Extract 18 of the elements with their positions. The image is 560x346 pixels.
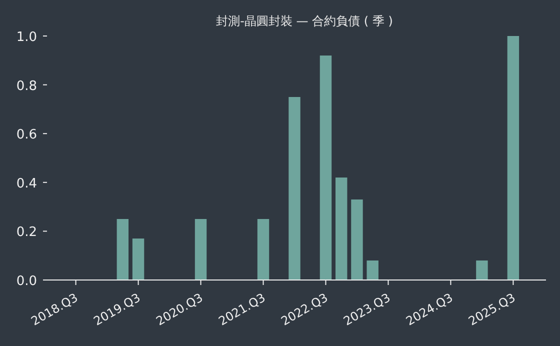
y-tick-label: 0.0 xyxy=(16,274,37,289)
bar xyxy=(476,260,488,280)
bar xyxy=(336,178,348,280)
bar xyxy=(351,199,363,280)
y-tick-label: 0.4 xyxy=(16,176,37,192)
y-tick-label: 0.2 xyxy=(16,225,37,240)
y-tick-label: 0.8 xyxy=(16,78,37,94)
chart-title: 封測-晶圓封裝 — 合約負債 ( 季 ) xyxy=(216,14,393,28)
bar xyxy=(366,260,378,280)
bar xyxy=(194,219,207,280)
y-tick-label: 0.6 xyxy=(16,128,37,143)
bar xyxy=(132,238,144,280)
bar xyxy=(320,56,332,280)
y-tick-label: 1.0 xyxy=(16,30,37,45)
bar xyxy=(257,219,270,280)
bar xyxy=(116,219,129,280)
bar xyxy=(507,36,520,280)
bar xyxy=(288,97,300,280)
